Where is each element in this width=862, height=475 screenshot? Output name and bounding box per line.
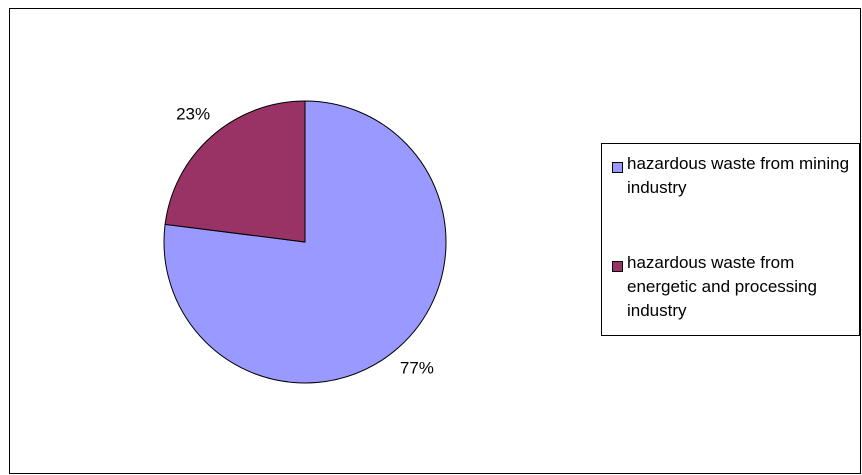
data-label: 77% xyxy=(400,358,434,377)
pie-slice xyxy=(163,100,447,384)
data-label: 23% xyxy=(176,105,210,124)
chart-frame xyxy=(9,8,861,474)
pie-slice xyxy=(164,100,306,243)
legend-label: hazardous waste from energetic and proce… xyxy=(627,253,817,320)
legend: hazardous waste from mining industry haza… xyxy=(601,143,860,336)
legend-swatch xyxy=(612,261,623,272)
legend-label: hazardous waste from mining industry xyxy=(627,154,850,197)
legend-swatch xyxy=(612,162,623,173)
